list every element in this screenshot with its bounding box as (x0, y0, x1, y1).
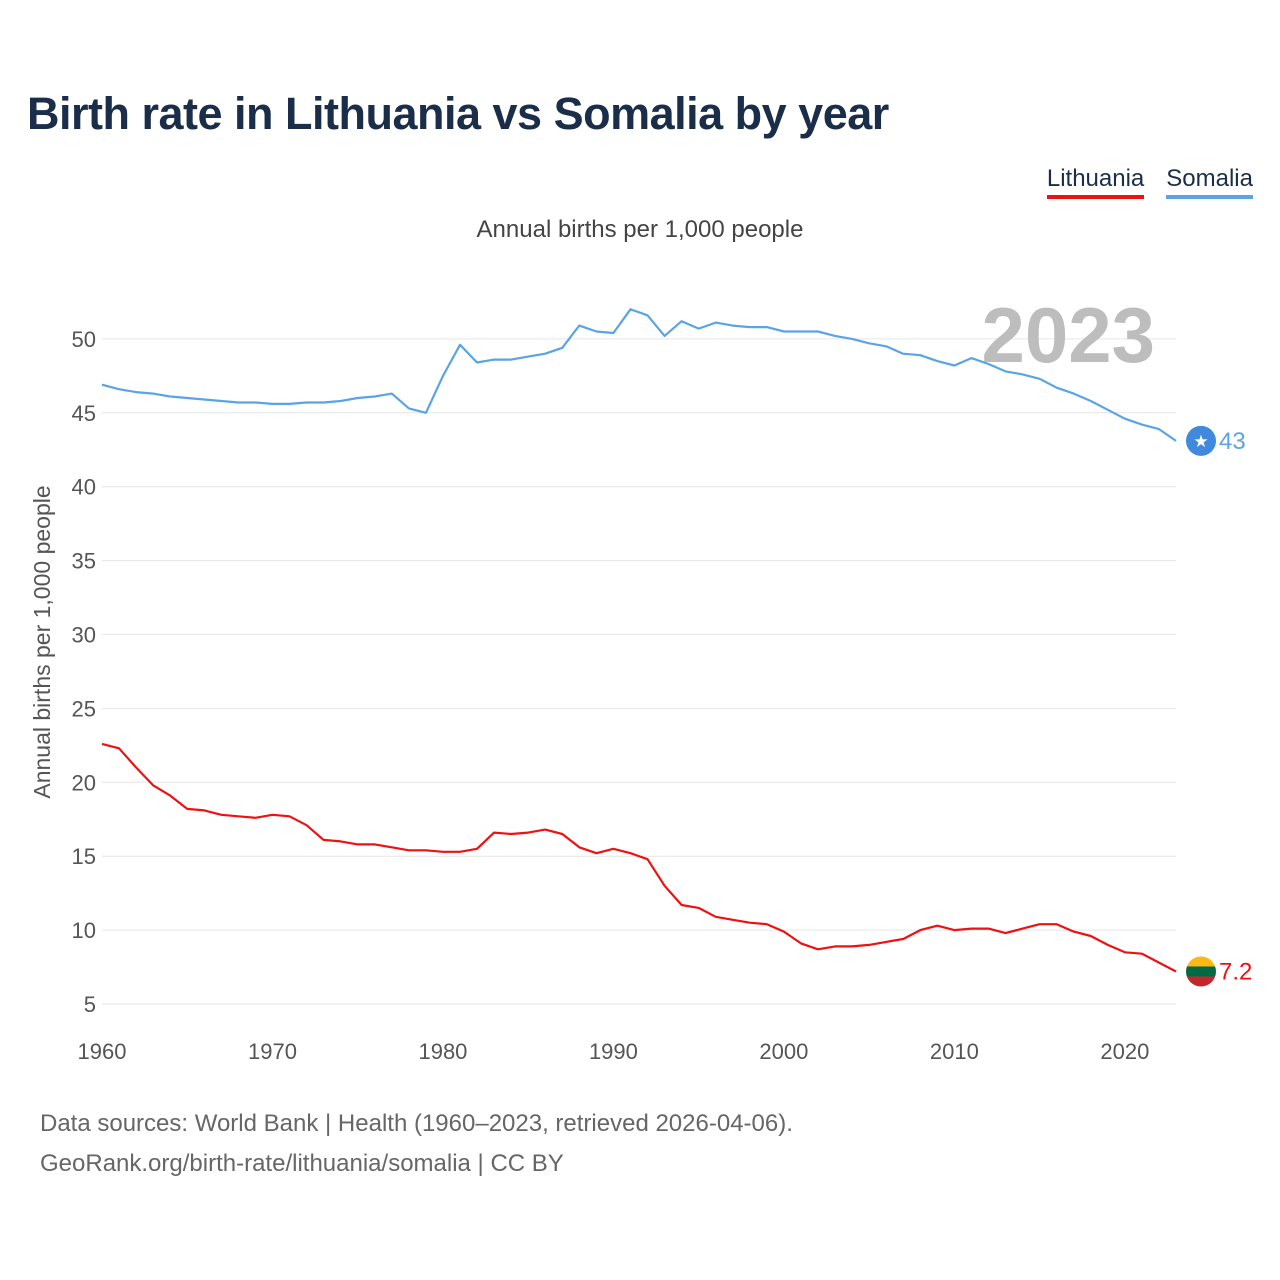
footer-url[interactable]: GeoRank.org/birth-rate/lithuania/somalia… (40, 1150, 564, 1177)
chart-title: Birth rate in Lithuania vs Somalia by ye… (27, 88, 889, 139)
year-overlay: 2023 (981, 291, 1155, 379)
legend: Lithuania Somalia (1046, 165, 1253, 199)
y-tick-label: 45 (72, 401, 96, 426)
y-axis-label: Annual births per 1,000 people (29, 485, 55, 798)
y-axis-ticks: 5 10 15 20 25 30 35 40 45 50 (72, 327, 96, 1017)
series-line-somalia (101, 308, 1177, 442)
x-axis-ticks: 1960 1970 1980 1990 2000 2010 2020 (78, 1039, 1150, 1064)
y-tick-label: 15 (72, 844, 96, 869)
y-tick-label: 35 (72, 549, 96, 574)
end-value-label-somalia: 43 (1219, 428, 1246, 455)
series-end-markers: 7.2 ★ 43 (1186, 425, 1252, 987)
x-tick-label: 1980 (418, 1039, 467, 1064)
series-line-lithuania (101, 742, 1177, 973)
x-tick-label: 2000 (759, 1039, 808, 1064)
somalia-flag-icon: ★ (1186, 425, 1216, 456)
y-tick-label: 5 (84, 992, 96, 1017)
x-tick-label: 2020 (1100, 1039, 1149, 1064)
y-tick-label: 10 (72, 918, 96, 943)
series-lines (101, 308, 1177, 973)
grid-lines (102, 338, 1176, 1005)
end-value-label-lithuania: 7.2 (1219, 958, 1252, 985)
footer: Data sources: World Bank | Health (1960–… (40, 1104, 793, 1184)
x-tick-label: 1990 (589, 1039, 638, 1064)
svg-text:★: ★ (1193, 432, 1208, 452)
y-tick-label: 30 (72, 623, 96, 648)
x-tick-label: 1960 (78, 1039, 127, 1064)
y-tick-label: 50 (72, 327, 96, 352)
x-tick-label: 2010 (930, 1039, 979, 1064)
x-tick-label: 1970 (248, 1039, 297, 1064)
footer-source: Data sources: World Bank | Health (1960–… (40, 1110, 793, 1137)
y-tick-label: 40 (72, 475, 96, 500)
lithuania-flag-icon (1186, 956, 1216, 987)
legend-item-lithuania[interactable]: Lithuania (1046, 165, 1145, 199)
legend-item-somalia[interactable]: Somalia (1166, 165, 1253, 199)
y-tick-label: 20 (72, 770, 96, 795)
chart-subtitle: Annual births per 1,000 people (476, 216, 804, 243)
y-tick-label: 25 (72, 696, 96, 721)
